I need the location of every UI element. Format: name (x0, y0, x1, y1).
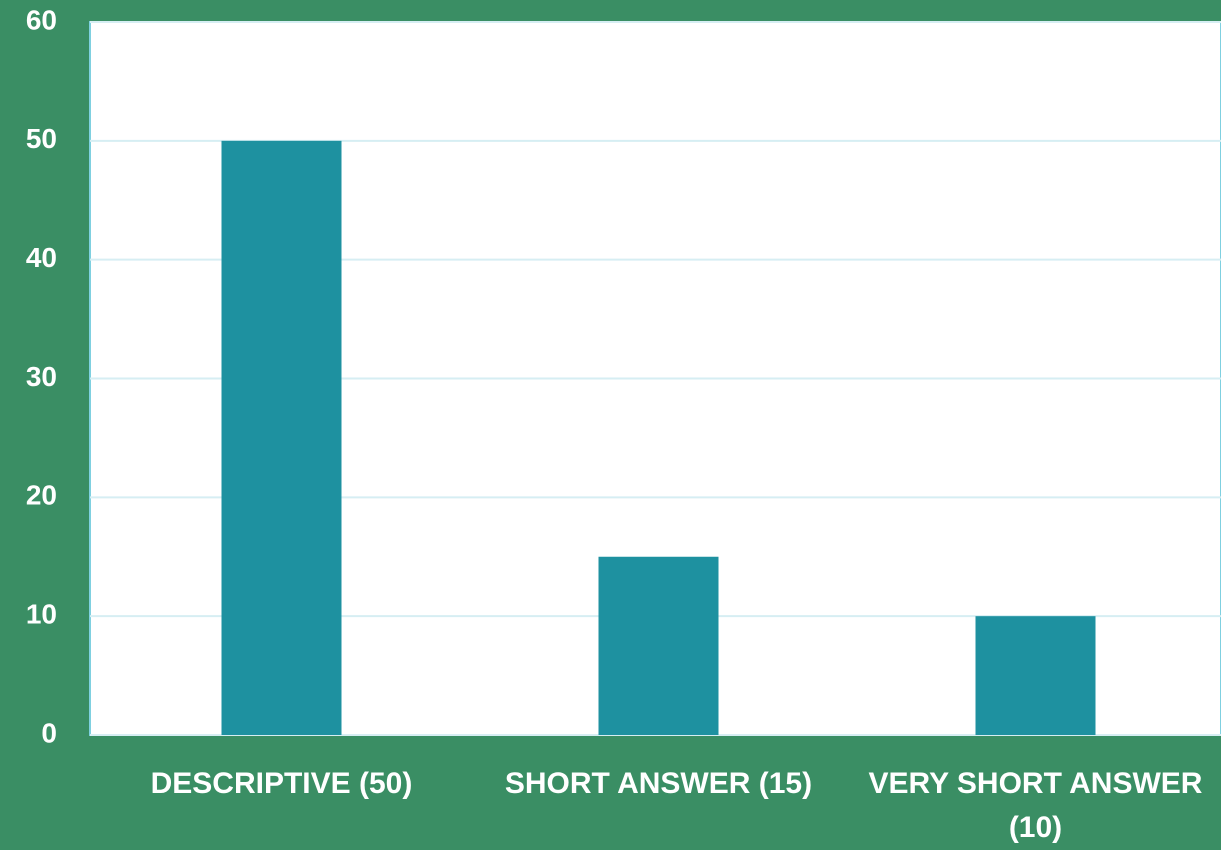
y-tick-label: 50 (26, 123, 57, 154)
y-tick-label: 30 (26, 361, 57, 392)
x-tick-label: SHORT ANSWER (15) (504, 767, 813, 800)
bar (221, 140, 342, 736)
x-tick-label: VERY SHORT ANSWER (10) (868, 767, 1203, 844)
x-tick-label: DESCRIPTIVE (50) (150, 767, 413, 800)
y-tick-label: 60 (26, 4, 57, 35)
bar (598, 556, 719, 735)
y-tick-label: 10 (26, 599, 57, 630)
y-tick-label: 40 (26, 242, 57, 273)
y-tick-label: 20 (26, 480, 57, 511)
bar (975, 616, 1096, 735)
y-tick-label: 0 (41, 717, 57, 748)
